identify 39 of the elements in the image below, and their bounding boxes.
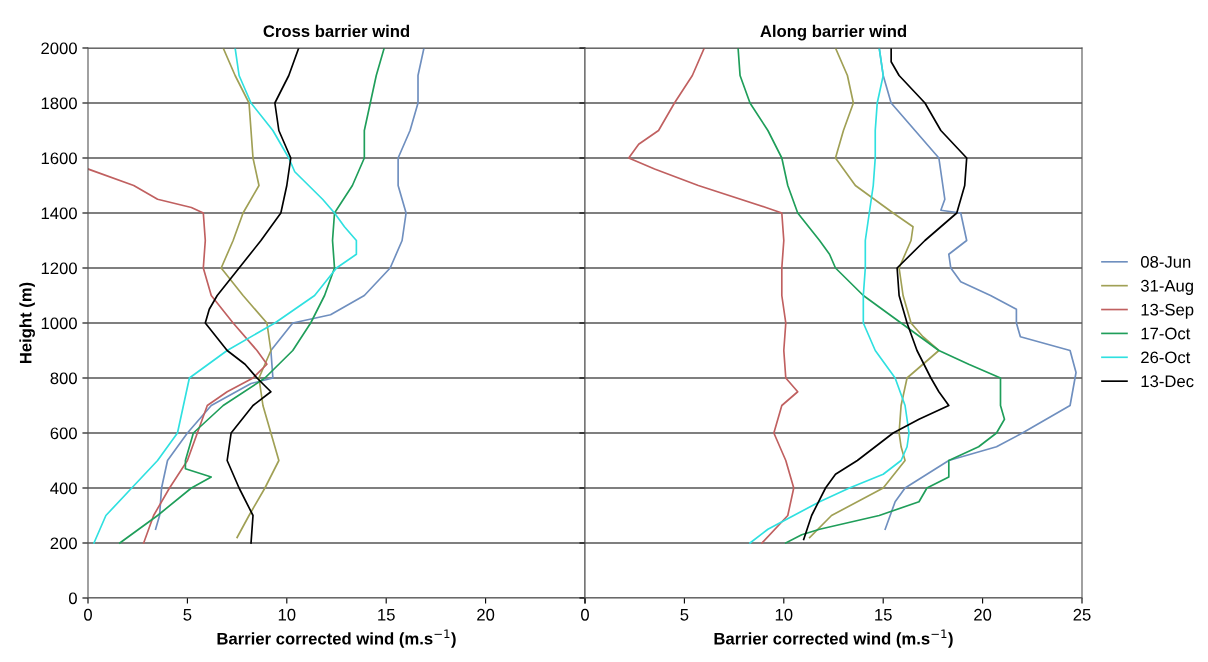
legend-label: 08-Jun [1140, 256, 1191, 268]
x-tick-label: 10 [775, 608, 793, 621]
y-tick-label: 2000 [41, 42, 77, 55]
x-tick-label: 5 [183, 609, 192, 621]
chart-title: Cross barrier wind [263, 24, 410, 38]
legend-label: 13-Sep [1141, 303, 1194, 319]
chart-title: Along barrier wind [760, 24, 907, 41]
y-tick-label: 1800 [41, 97, 77, 110]
y-tick-label: 1600 [41, 152, 77, 165]
line-series [204, 48, 300, 544]
x-tick-label: 20 [477, 608, 495, 621]
legend-label: 31-Aug [1140, 279, 1193, 295]
y-tick-label: 0 [68, 592, 77, 605]
x-tick-label: 0 [84, 608, 92, 621]
x-tick-label: 20 [974, 608, 992, 621]
legend-label: 13-Dec [1141, 375, 1194, 388]
x-tick-label: 0 [581, 608, 589, 621]
x-axis-title: Barrier corrected wind (m.s$^{−1}$) [714, 629, 953, 648]
line-series [88, 168, 268, 544]
y-tick-label: 600 [50, 427, 77, 440]
x-tick-label: 15 [875, 609, 892, 621]
line-series [220, 48, 280, 539]
line-series [118, 48, 386, 544]
y-tick-label: 200 [50, 537, 77, 550]
x-tick-label: 25 [1073, 608, 1091, 621]
y-tick-label: 1400 [41, 207, 77, 220]
y-axis-title: Height (m) [19, 282, 35, 364]
line-series [93, 48, 358, 544]
x-tick-label: 10 [278, 608, 296, 621]
y-tick-label: 1000 [41, 317, 77, 330]
legend-label: 17-Oct [1141, 327, 1191, 340]
y-tick-label: 1200 [41, 262, 77, 275]
x-tick-label: 15 [378, 609, 395, 621]
x-tick-label: 5 [680, 609, 689, 621]
legend-label: 26-Oct [1141, 351, 1191, 364]
line-series [154, 48, 425, 531]
y-tick-label: 400 [50, 482, 77, 495]
y-tick-label: 800 [50, 372, 77, 385]
x-axis-title: Barrier corrected wind (m.s$^{−1}$) [217, 629, 456, 648]
